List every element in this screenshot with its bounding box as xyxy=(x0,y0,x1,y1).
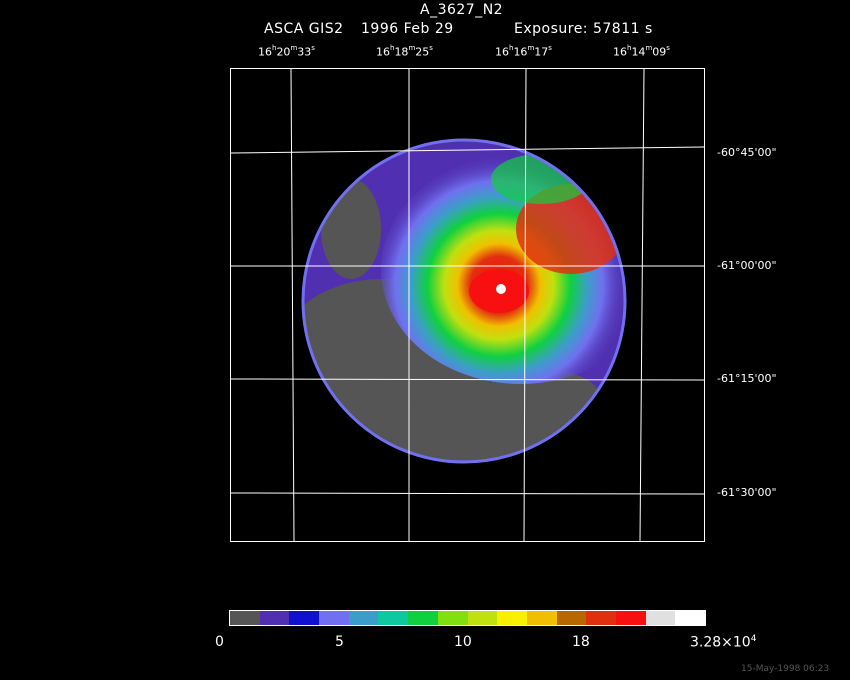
dec-label: -61°15'00" xyxy=(717,372,777,385)
colorbar-swatch xyxy=(437,611,468,625)
ra-label: 16h18m25s xyxy=(376,44,433,59)
ra-label: 16h16m17s xyxy=(495,44,552,59)
colorbar xyxy=(229,610,706,626)
xray-intensity-map xyxy=(231,69,704,541)
colorbar-swatch xyxy=(259,611,290,625)
dec-label: -60°45'00" xyxy=(717,146,777,159)
colorbar-swatch xyxy=(467,611,498,625)
colorbar-swatch xyxy=(556,611,587,625)
colorbar-swatch xyxy=(348,611,379,625)
instrument-label: ASCA GIS2 xyxy=(264,21,344,37)
detector-field xyxy=(303,140,625,462)
colorbar-swatch xyxy=(408,611,438,625)
colorbar-tick-label: 0 xyxy=(215,634,224,650)
colorbar-swatch xyxy=(645,611,676,625)
colorbar-tick-label: 10 xyxy=(454,634,472,650)
colorbar-swatch xyxy=(289,611,320,625)
exposure-label: Exposure: 57811 s xyxy=(514,21,653,37)
ra-label: 16h14m09s xyxy=(613,44,670,59)
timestamp: 15-May-1998 06:23 xyxy=(741,664,830,674)
colorbar-swatch xyxy=(615,611,646,625)
colorbar-swatch xyxy=(497,611,527,625)
sky-image-frame xyxy=(230,68,705,542)
colorbar-swatch xyxy=(230,611,260,625)
dec-label: -61°00'00" xyxy=(717,259,777,272)
colorbar-swatch xyxy=(526,611,557,625)
colorbar-swatch xyxy=(319,611,349,625)
colorbar-swatch xyxy=(378,611,409,625)
colorbar-tick-label: 5 xyxy=(335,634,344,650)
ra-label: 16h20m33s xyxy=(258,44,315,59)
coordinate-grid xyxy=(231,69,704,541)
colorbar-tick-label: 18 xyxy=(572,634,590,650)
colorbar-swatch xyxy=(675,611,705,625)
dec-label: -61°30'00" xyxy=(717,486,777,499)
image-title: A_3627_N2 xyxy=(420,2,504,18)
colorbar-swatch xyxy=(586,611,616,625)
colorbar-max-label: 3.28×104 xyxy=(690,634,757,651)
observation-date: 1996 Feb 29 xyxy=(361,21,454,37)
